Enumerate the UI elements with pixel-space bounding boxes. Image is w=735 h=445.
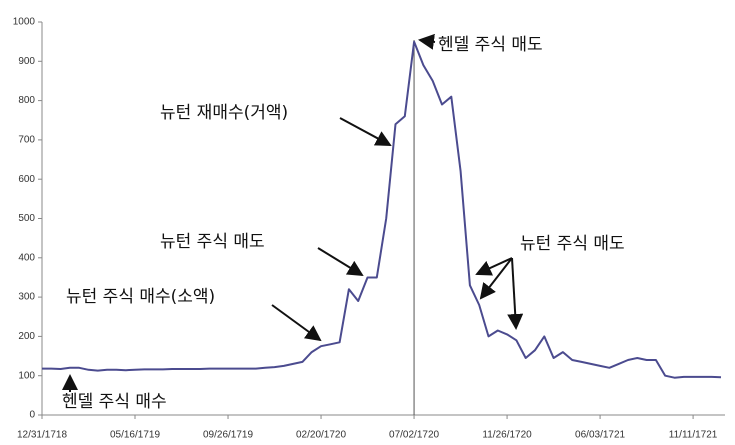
y-tick-label: 200 (18, 331, 35, 342)
y-tick-label: 0 (29, 410, 35, 421)
y-tick-label: 700 (18, 135, 35, 146)
x-tick-label: 11/26/1720 (482, 430, 532, 441)
annotation: 뉴턴 재매수(거액) (160, 103, 288, 123)
annotation-arrow (317, 247, 364, 277)
annotation: 뉴턴 주식 매수(소액) (66, 287, 215, 307)
price-line (42, 40, 722, 379)
annotation-arrow (271, 304, 322, 342)
annotation: 헨델 주식 매도 (438, 35, 543, 55)
x-tick-label: 07/02/1720 (389, 430, 439, 441)
x-tick-label: 09/26/1719 (203, 430, 253, 441)
annotation-arrow (475, 257, 513, 276)
y-tick-label: 300 (18, 292, 35, 303)
annotation-arrow (507, 257, 524, 330)
x-tick-label: 12/31/1718 (17, 430, 67, 441)
annotation: 뉴턴 주식 매도 (520, 234, 625, 254)
x-tick-label: 05/16/1719 (110, 430, 160, 441)
y-tick-label: 600 (18, 174, 35, 185)
y-tick-label: 1000 (13, 17, 36, 28)
annotation-arrow (479, 257, 513, 300)
annotation-arrow (339, 117, 392, 146)
y-tick-label: 800 (18, 95, 35, 106)
y-tick-label: 500 (18, 213, 35, 224)
annotation: 헨델 주식 매수 (62, 392, 167, 412)
x-tick-label: 02/20/1720 (296, 430, 346, 441)
y-tick-label: 900 (18, 56, 35, 67)
x-tick-label: 06/03/1721 (575, 430, 625, 441)
annotation-arrow (418, 33, 436, 50)
y-tick-label: 100 (18, 370, 35, 381)
y-tick-label: 400 (18, 252, 35, 263)
annotation: 뉴턴 주식 매도 (160, 232, 265, 252)
x-tick-label: 11/11/1721 (669, 430, 718, 441)
